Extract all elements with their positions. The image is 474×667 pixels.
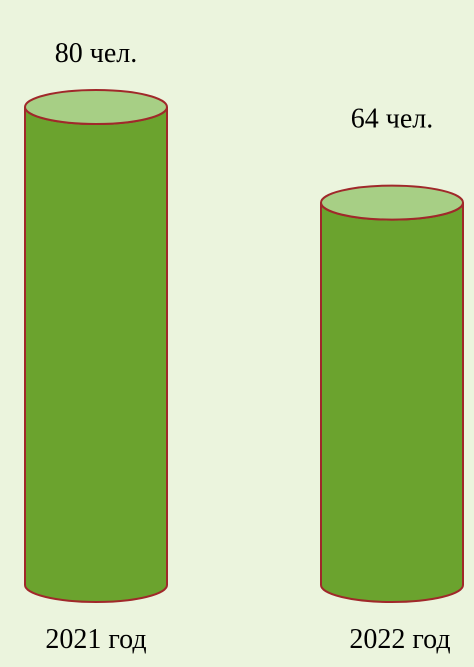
data-label: 64 чел. (351, 104, 433, 135)
bars-group (24, 89, 464, 603)
data-label: 80 чел. (55, 38, 137, 69)
bar-top-cap (320, 184, 464, 221)
bar-2 (320, 184, 464, 603)
bar-body (320, 202, 464, 603)
category-label: 2022 год (349, 624, 450, 655)
labels-group: 80 чел. 2021 год 64 чел. 2022 год (45, 38, 450, 655)
bar-body (24, 106, 168, 603)
bar-1 (24, 89, 168, 603)
category-label: 2021 год (45, 624, 146, 655)
bar-top-cap (24, 89, 168, 125)
